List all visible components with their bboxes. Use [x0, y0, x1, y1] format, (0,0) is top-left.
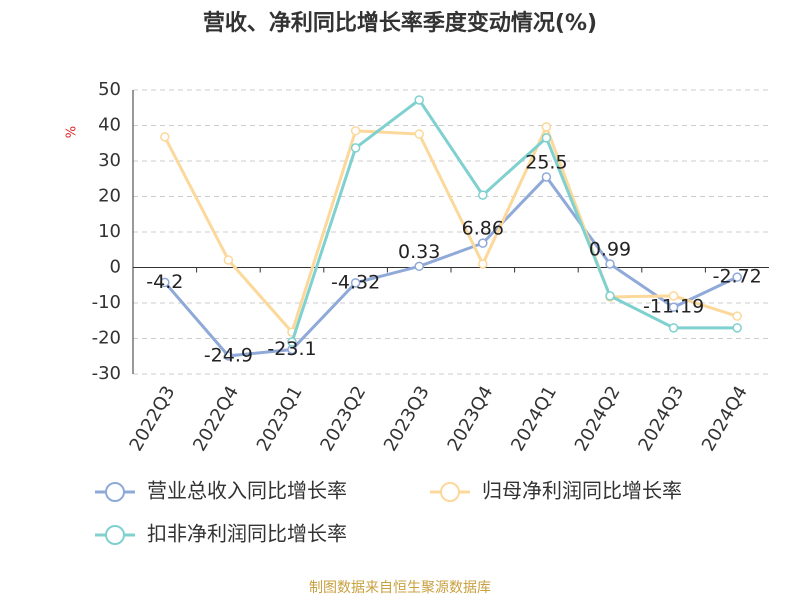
data-label: -2.72: [713, 266, 762, 288]
data-point: [541, 122, 552, 132]
y-tick-label: 30: [98, 150, 121, 171]
data-label: -4.2: [146, 271, 183, 293]
x-tick-label: 2022Q3: [126, 383, 180, 455]
data-point: [414, 95, 424, 105]
legend-label: 归母净利润同比增长率: [482, 479, 682, 503]
data-point: [605, 259, 615, 269]
x-tick-label: 2024Q3: [634, 383, 688, 455]
series-line: [163, 174, 738, 358]
data-label: -23.1: [267, 338, 316, 360]
data-point: [160, 132, 170, 142]
data-point: [478, 238, 488, 248]
legend-marker: [440, 482, 460, 502]
data-point: [732, 272, 742, 282]
data-label: 0.33: [398, 241, 440, 263]
data-point: [732, 311, 742, 321]
data-point: [350, 278, 361, 288]
data-point: [414, 261, 424, 272]
legend-marker: [105, 482, 125, 502]
x-tick-label: 2023Q2: [316, 383, 370, 455]
legend-marker: [105, 525, 125, 545]
data-point: [223, 351, 234, 361]
y-tick-label: 0: [110, 257, 121, 278]
data-point: [605, 291, 615, 301]
data-point: [350, 126, 361, 136]
y-tick-label: 10: [98, 221, 121, 242]
data-label: -11.19: [643, 296, 704, 318]
data-label: 0.99: [589, 238, 631, 260]
data-point: [668, 323, 679, 333]
data-point: [160, 277, 170, 288]
data-point: [478, 190, 488, 200]
x-tick-label: 2024Q1: [507, 383, 561, 455]
chart-title: 营收、净利同比增长率季度变动情况(%): [203, 10, 597, 36]
legend-label: 营业总收入同比增长率: [147, 479, 347, 503]
data-point: [287, 337, 297, 347]
x-tick-label: 2023Q4: [444, 383, 498, 455]
y-tick-label: -30: [92, 363, 121, 384]
data-point: [478, 259, 488, 269]
y-axis-label: %: [65, 126, 80, 138]
data-point: [350, 143, 361, 153]
series-line: [163, 123, 738, 336]
y-tick-label: 50: [98, 79, 121, 100]
y-tick-label: -10: [92, 292, 121, 313]
data-point: [223, 255, 234, 265]
series-line: [290, 97, 738, 343]
legend-label: 扣非净利润同比增长率: [147, 522, 347, 546]
data-label: -4.32: [331, 271, 380, 293]
x-tick-label: 2024Q4: [698, 383, 752, 455]
y-tick-label: 40: [98, 115, 121, 136]
data-label: -24.9: [204, 344, 253, 366]
y-tick-label: -20: [92, 328, 121, 349]
data-point: [732, 323, 742, 333]
data-point: [668, 291, 679, 301]
data-label: 25.5: [525, 151, 567, 173]
data-point: [541, 172, 552, 182]
y-tick-label: 20: [98, 186, 121, 207]
x-tick-label: 2022Q4: [189, 383, 243, 455]
x-tick-label: 2024Q2: [571, 383, 625, 455]
data-point: [541, 133, 552, 143]
source-note: 制图数据来自恒生聚源数据库: [309, 580, 491, 596]
data-point: [414, 129, 424, 139]
x-tick-label: 2023Q1: [253, 383, 307, 455]
x-tick-label: 2023Q3: [380, 383, 434, 455]
data-label: 6.86: [462, 218, 504, 240]
data-point: [668, 302, 679, 312]
